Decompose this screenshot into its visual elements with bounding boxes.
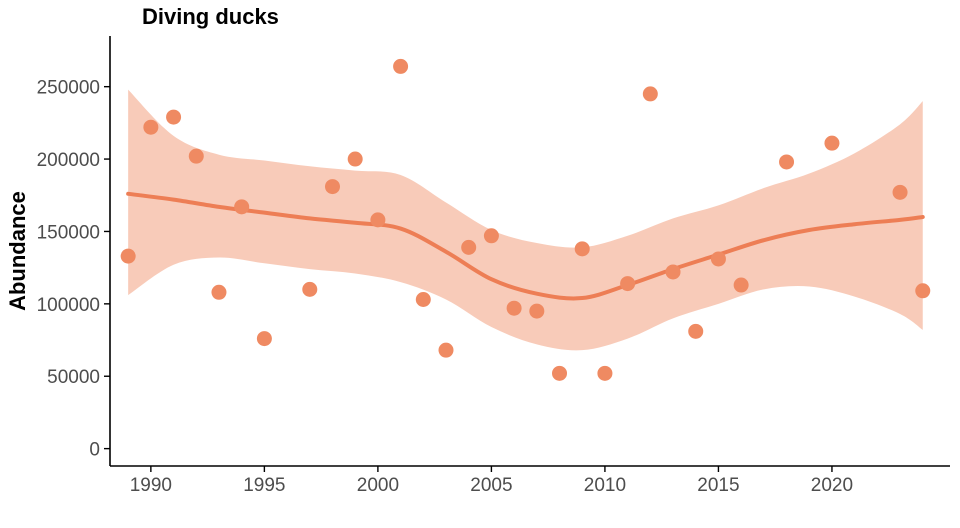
data-point bbox=[393, 58, 409, 74]
data-point bbox=[733, 277, 749, 293]
data-point bbox=[892, 184, 908, 200]
trend-line bbox=[126, 191, 925, 301]
y-tick-label: 150000 bbox=[37, 222, 100, 243]
data-point bbox=[529, 303, 545, 319]
data-point bbox=[120, 248, 136, 264]
data-point bbox=[211, 284, 227, 300]
data-point bbox=[415, 292, 431, 307]
chart-title: Diving ducks bbox=[142, 4, 279, 29]
y-axis-title: Abundance bbox=[5, 191, 30, 311]
data-point bbox=[597, 365, 613, 381]
data-point bbox=[779, 154, 795, 170]
data-point bbox=[915, 283, 931, 299]
data-point bbox=[506, 300, 522, 316]
x-tick-label: 1995 bbox=[243, 475, 285, 496]
data-point bbox=[552, 365, 568, 381]
x-tick-label: 2020 bbox=[811, 475, 853, 496]
y-tick-label: 200000 bbox=[37, 150, 100, 171]
x-tick-label: 2005 bbox=[470, 475, 512, 496]
y-tick-label: 100000 bbox=[37, 295, 100, 316]
data-point bbox=[710, 251, 726, 267]
data-point bbox=[166, 109, 182, 125]
axes: 0 50000 100000 150000 200000 250000 1990 1995 2… bbox=[37, 36, 950, 496]
data-point bbox=[688, 323, 704, 339]
y-tick-label: 0 bbox=[89, 440, 100, 461]
data-point bbox=[642, 86, 658, 102]
x-axis-ticks: 1990 1995 2000 2005 2010 2015 2020 bbox=[130, 466, 853, 496]
data-point bbox=[143, 119, 159, 135]
y-tick-label: 50000 bbox=[47, 367, 100, 388]
data-point bbox=[370, 212, 386, 228]
data-point bbox=[347, 151, 363, 167]
x-tick-label: 2010 bbox=[584, 475, 626, 496]
data-point bbox=[665, 264, 681, 280]
confidence-band-layer bbox=[128, 89, 923, 351]
data-point bbox=[574, 241, 590, 257]
data-point bbox=[302, 281, 318, 297]
data-point bbox=[483, 228, 499, 244]
x-tick-label: 1990 bbox=[130, 475, 172, 496]
trend-line-layer bbox=[126, 191, 925, 301]
data-point bbox=[324, 179, 340, 195]
confidence-band bbox=[128, 89, 923, 351]
data-point bbox=[461, 239, 477, 255]
x-tick-label: 2015 bbox=[697, 475, 739, 496]
y-tick-label: 250000 bbox=[37, 78, 100, 99]
data-point bbox=[620, 276, 636, 292]
data-point bbox=[188, 148, 204, 164]
data-points bbox=[120, 58, 931, 381]
data-point bbox=[256, 331, 272, 347]
y-axis-ticks: 0 50000 100000 150000 200000 250000 bbox=[37, 78, 110, 461]
x-tick-label: 2000 bbox=[357, 475, 399, 496]
data-point bbox=[438, 342, 454, 358]
data-point bbox=[234, 199, 250, 215]
data-point bbox=[824, 135, 840, 151]
